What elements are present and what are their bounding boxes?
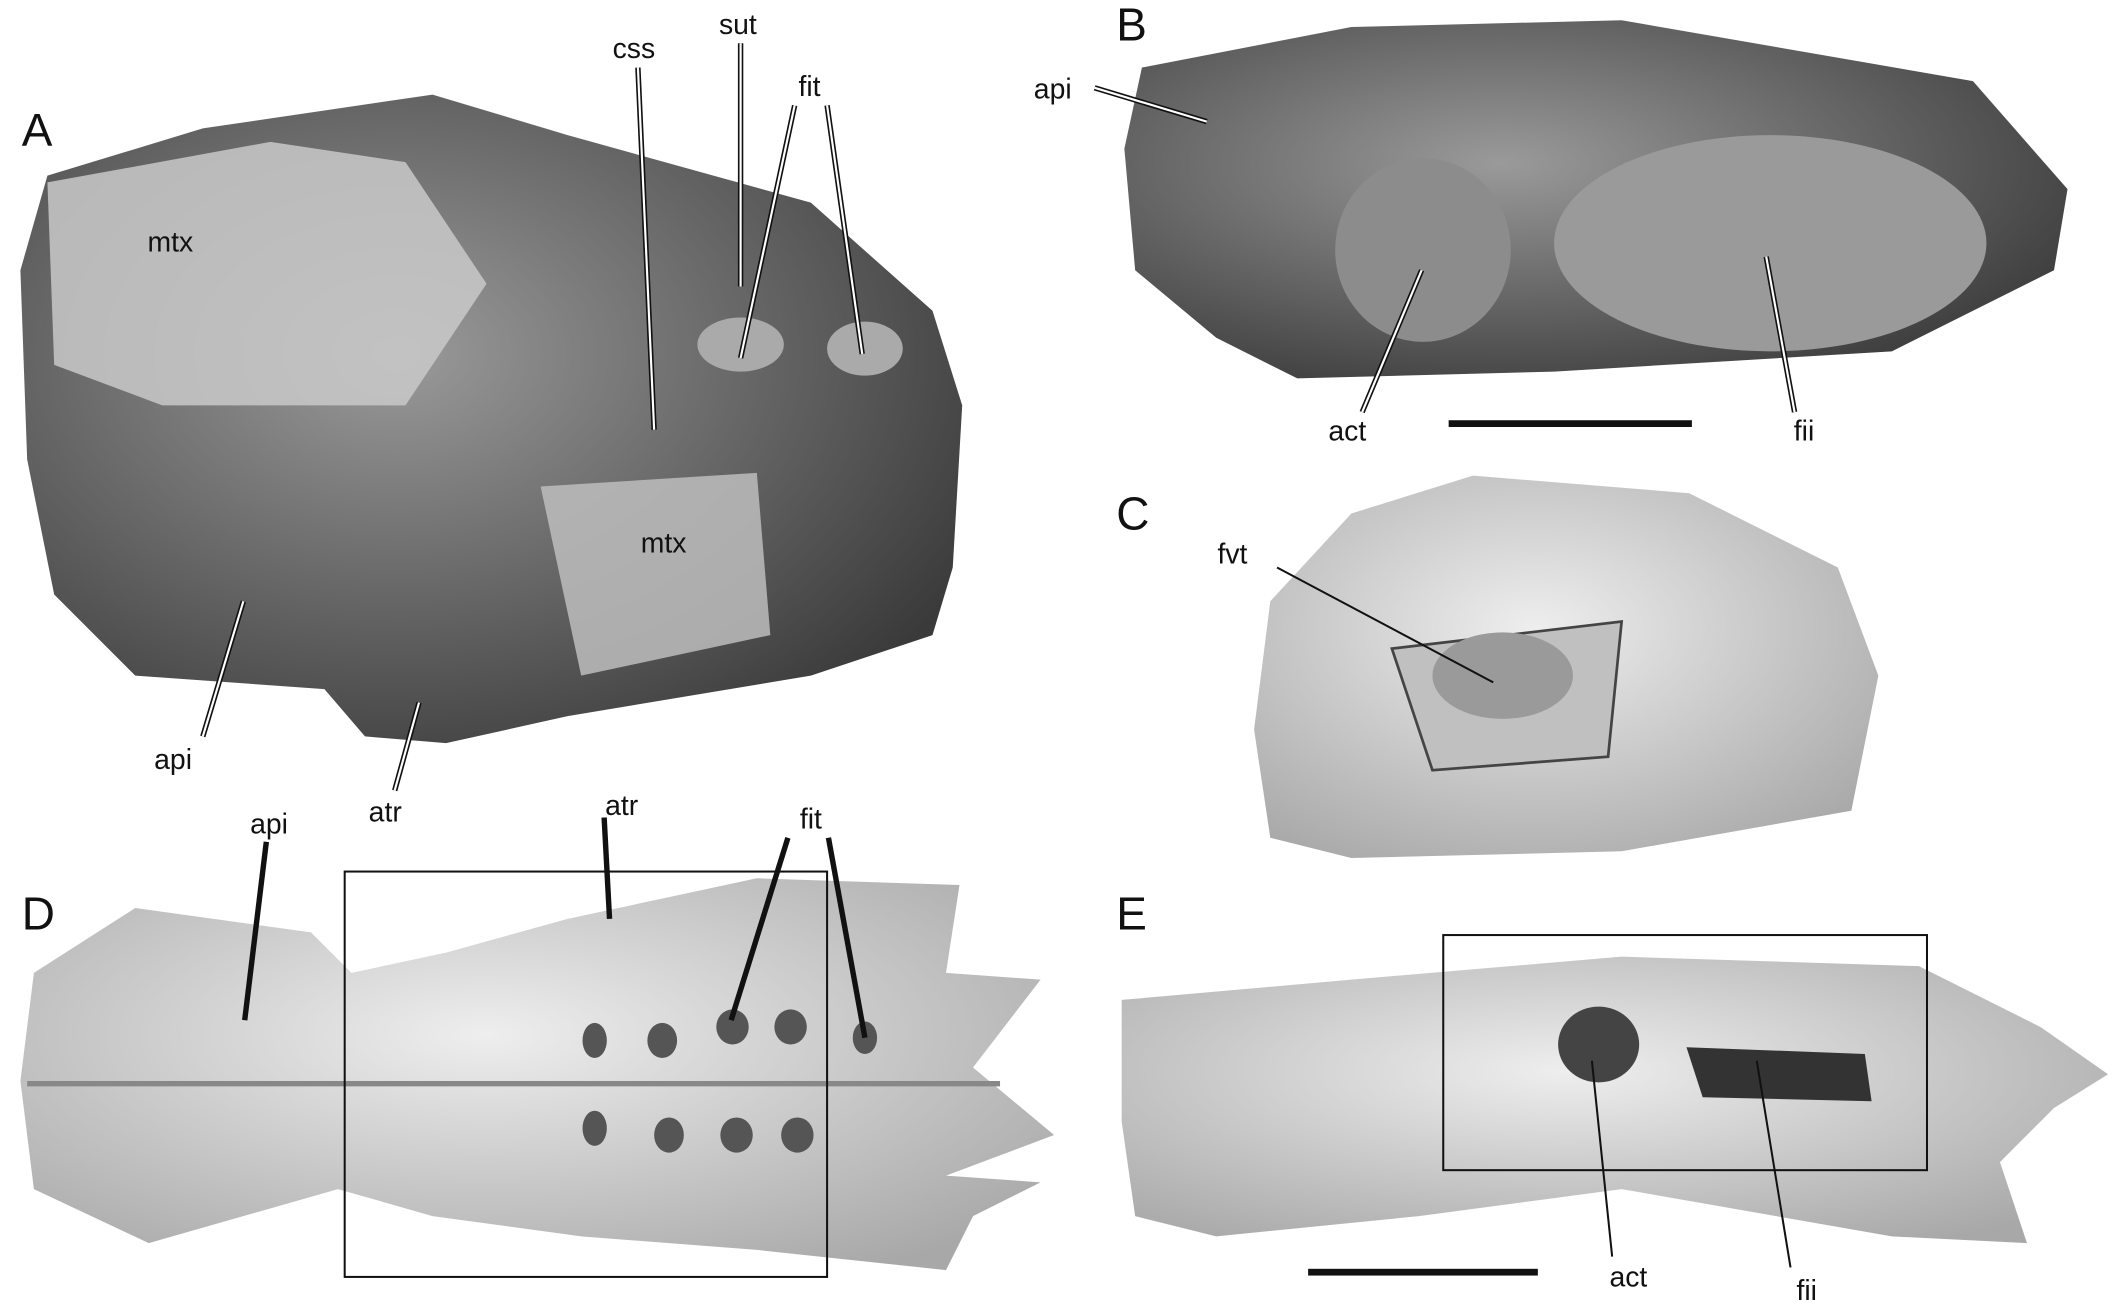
label: api [250, 809, 288, 841]
label: fii [1796, 1275, 1816, 1307]
label: sut [719, 9, 757, 41]
inset-box [1442, 934, 1929, 1172]
label: mtx [641, 528, 687, 560]
label: fvt [1217, 538, 1247, 570]
scale-bar [1448, 420, 1692, 427]
panel-b-specimen [1124, 20, 2068, 379]
label: fii [1794, 416, 1814, 448]
panel-d-specimen [20, 878, 1055, 1271]
panel-e-specimen [1121, 956, 2109, 1244]
panel-letter: E [1116, 888, 1147, 940]
label: act [1328, 416, 1366, 448]
inset-box [343, 870, 829, 1278]
label: fit [800, 803, 822, 835]
label: atr [605, 790, 638, 822]
scale-bar [1308, 1268, 1538, 1276]
label: api [1034, 74, 1072, 106]
label: act [1609, 1261, 1647, 1293]
label: mtx [148, 226, 194, 258]
label: api [154, 744, 192, 776]
panel-letter: C [1116, 488, 1149, 540]
panel-letter: A [22, 104, 53, 156]
panel-letter: D [22, 888, 55, 940]
leader-lines [200, 43, 1798, 1268]
label: css [613, 33, 656, 65]
panel-letter: B [1116, 0, 1147, 51]
label: atr [369, 797, 402, 829]
panel-c-specimen [1254, 475, 1879, 859]
label: fit [798, 71, 820, 103]
panel-a-specimen [20, 94, 963, 744]
